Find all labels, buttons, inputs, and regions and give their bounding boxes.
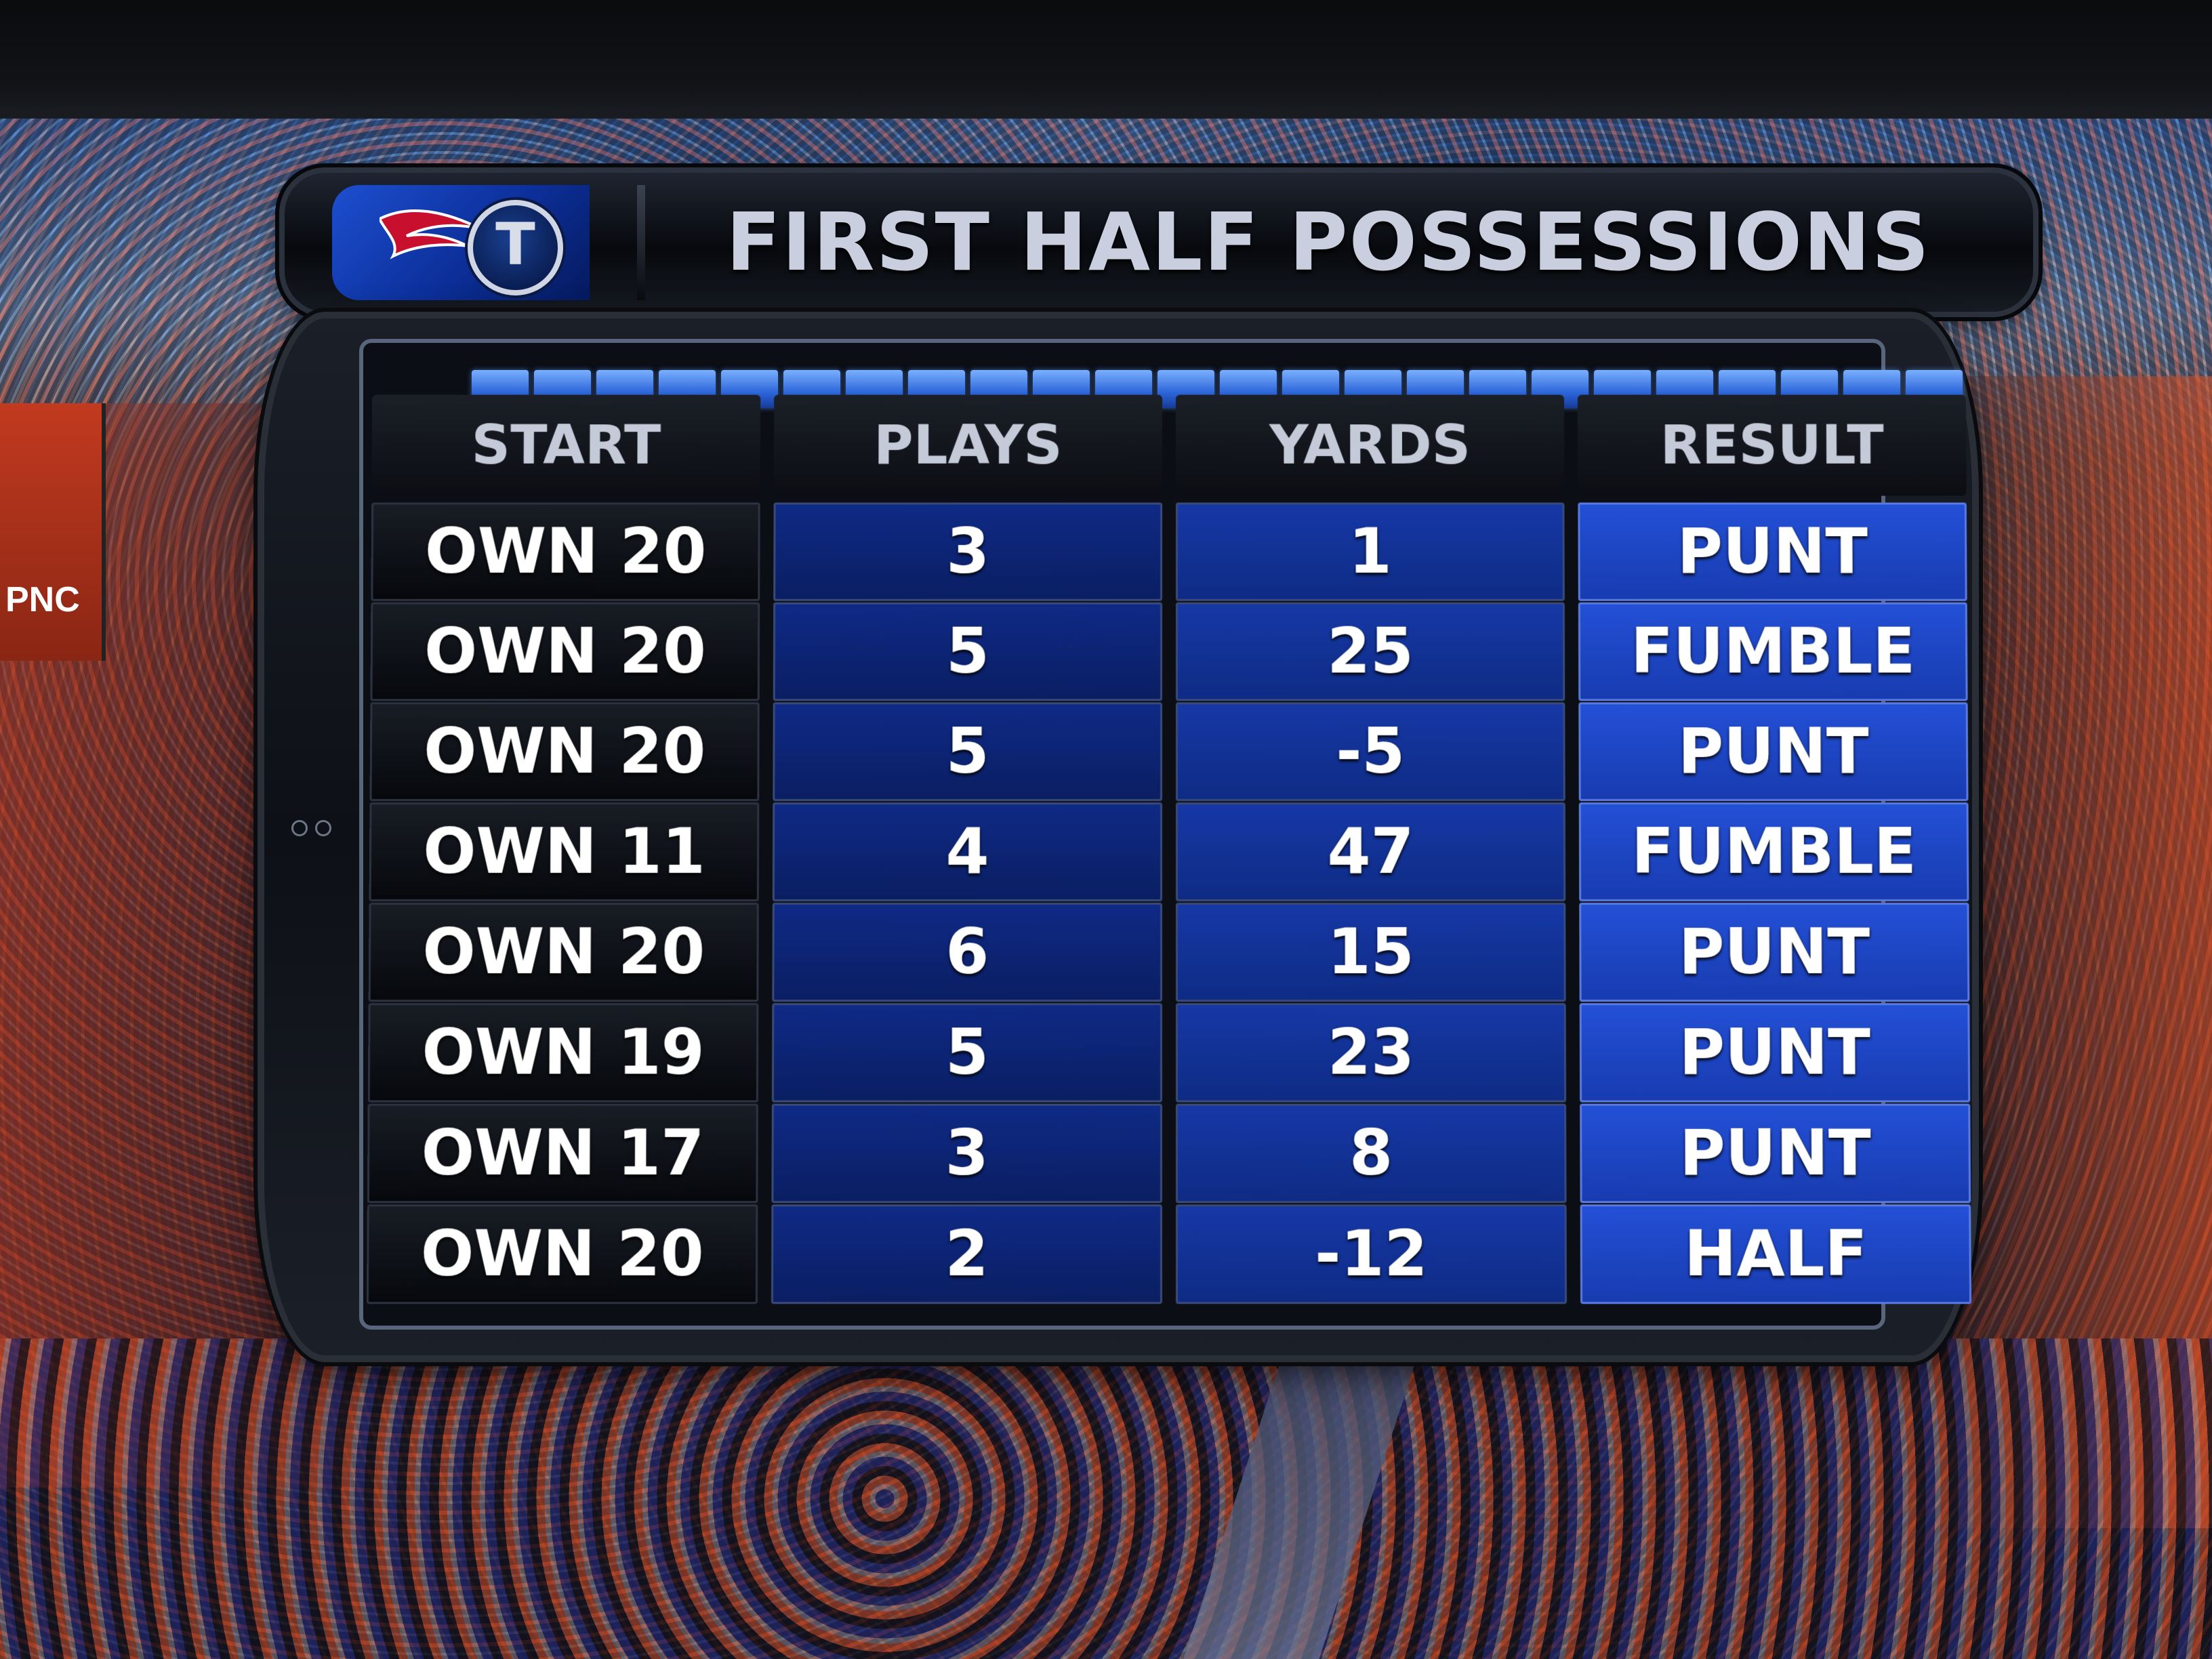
result-cell: PUNT bbox=[1579, 903, 1969, 1002]
table-row: OWN 20 5 25 FUMBLE bbox=[370, 602, 1981, 697]
start-cell: OWN 19 bbox=[368, 1003, 759, 1102]
start-cell: OWN 20 bbox=[367, 1204, 758, 1304]
start-cell: OWN 20 bbox=[369, 903, 759, 1002]
start-cell: OWN 17 bbox=[367, 1104, 758, 1204]
table-row: OWN 17 3 8 PUNT bbox=[367, 1104, 1984, 1200]
stadium-ad-board: PNC bbox=[0, 403, 106, 661]
table-row: OWN 20 2 -12 HALF bbox=[367, 1204, 1985, 1300]
result-cell: PUNT bbox=[1580, 1104, 1971, 1204]
plays-cell: 3 bbox=[773, 503, 1162, 601]
column-header-start: START bbox=[371, 395, 760, 496]
yards-cell: 23 bbox=[1176, 1003, 1566, 1102]
yards-cell: -5 bbox=[1176, 702, 1565, 801]
yards-cell: 8 bbox=[1176, 1104, 1567, 1204]
header-divider bbox=[637, 185, 645, 300]
result-cell: PUNT bbox=[1578, 702, 1968, 801]
result-cell: FUMBLE bbox=[1579, 802, 1969, 901]
start-cell: OWN 20 bbox=[371, 503, 760, 601]
graphic-header: T FIRST HALF POSSESSIONS bbox=[285, 173, 2033, 312]
table-row: OWN 20 3 1 PUNT bbox=[371, 503, 1980, 597]
column-header-yards: YARDS bbox=[1176, 395, 1564, 496]
result-cell: PUNT bbox=[1578, 503, 1967, 601]
team-logo-panel: T bbox=[332, 185, 590, 300]
column-header-result: RESULT bbox=[1578, 395, 1967, 496]
plays-cell: 3 bbox=[771, 1104, 1162, 1204]
plays-cell: 2 bbox=[771, 1204, 1162, 1304]
logo-letter: T bbox=[473, 211, 558, 279]
yards-cell: -12 bbox=[1176, 1204, 1567, 1304]
graphic-title: FIRST HALF POSSESSIONS bbox=[691, 186, 1965, 298]
stadium-crowd-foreground bbox=[0, 1338, 2212, 1659]
table-header-row: START PLAYS YARDS RESULT bbox=[371, 395, 1980, 496]
table-row: OWN 19 5 23 PUNT bbox=[368, 1003, 1984, 1098]
tv-bezel bbox=[0, 0, 2212, 122]
rivet-icon bbox=[315, 820, 331, 836]
yards-cell: 47 bbox=[1176, 802, 1565, 901]
table-row: OWN 11 4 47 FUMBLE bbox=[369, 802, 1983, 897]
possessions-table: START PLAYS YARDS RESULT OWN 20 3 1 PUNT… bbox=[367, 395, 1986, 1324]
titans-logo-icon: T bbox=[468, 200, 563, 295]
table-row: OWN 20 5 -5 PUNT bbox=[370, 702, 1982, 797]
start-cell: OWN 11 bbox=[369, 802, 760, 901]
plays-cell: 5 bbox=[773, 702, 1162, 801]
start-cell: OWN 20 bbox=[370, 702, 760, 801]
yards-cell: 1 bbox=[1176, 503, 1565, 601]
yards-cell: 15 bbox=[1176, 903, 1566, 1002]
plays-cell: 6 bbox=[772, 903, 1162, 1002]
result-cell: HALF bbox=[1580, 1204, 1971, 1304]
result-cell: PUNT bbox=[1580, 1003, 1971, 1102]
result-cell: FUMBLE bbox=[1578, 602, 1968, 701]
table-row: OWN 20 6 15 PUNT bbox=[369, 903, 1984, 998]
plays-cell: 5 bbox=[772, 1003, 1162, 1102]
ad-board-text: PNC bbox=[5, 579, 80, 620]
plays-cell: 4 bbox=[773, 802, 1162, 901]
yards-cell: 25 bbox=[1176, 602, 1565, 701]
plays-cell: 5 bbox=[773, 602, 1162, 701]
column-header-plays: PLAYS bbox=[774, 395, 1162, 496]
start-cell: OWN 20 bbox=[370, 602, 760, 701]
rivet-icon bbox=[291, 820, 308, 836]
